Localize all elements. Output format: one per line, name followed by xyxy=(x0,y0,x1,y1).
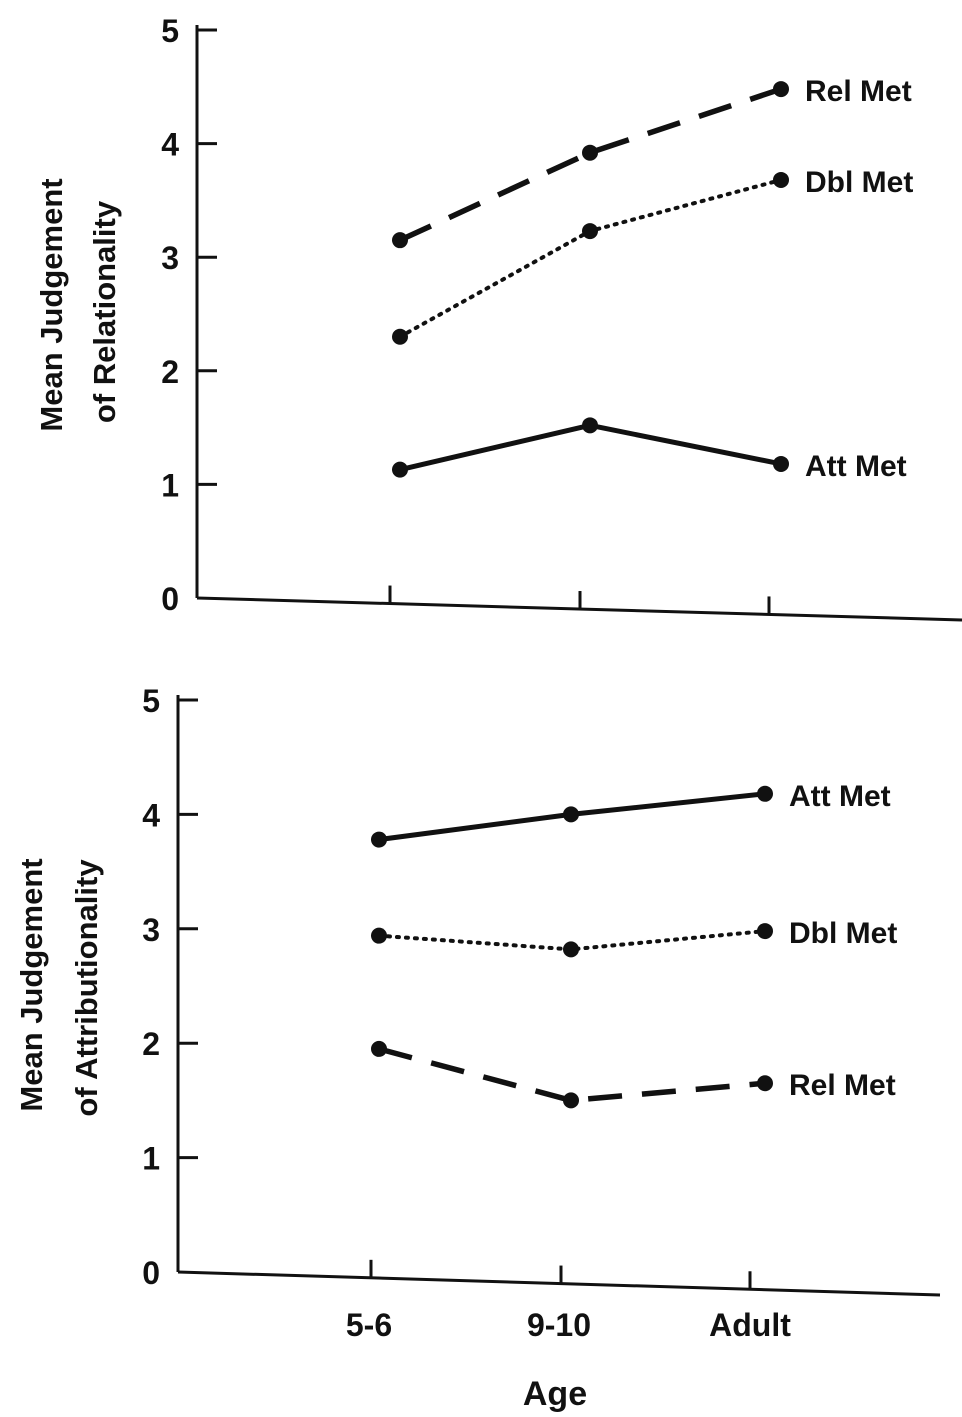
attributionality-series: Att Met Dbl Met Rel Met xyxy=(371,780,897,1109)
series-line-dbl-met xyxy=(398,177,783,339)
relationality-y-tick-label: 1 xyxy=(161,467,179,503)
data-point-rel-met-adult xyxy=(757,1075,773,1092)
attributionality-panel: 0 1 2 3 4 5 5-6 9-10 Adult Att Met Dbl Met Rel Me… xyxy=(14,683,941,1413)
x-axis-label: Age xyxy=(523,1375,587,1413)
series-rel-met: Rel Met xyxy=(371,1040,896,1109)
data-point-dbl-met-5-6 xyxy=(392,328,408,345)
series-label-att-met: Att Met xyxy=(789,780,891,813)
relationality-y-tick-label: 4 xyxy=(161,127,179,163)
attributionality-y-tick-label: 1 xyxy=(142,1141,160,1177)
series-label-dbl-met: Dbl Met xyxy=(789,917,897,950)
attributionality-x-tick-label: Adult xyxy=(709,1307,791,1343)
data-point-att-met-5-6 xyxy=(392,461,408,478)
series-line-rel-met xyxy=(398,86,782,243)
data-point-dbl-met-adult xyxy=(757,923,773,940)
series-dbl-met: Dbl Met xyxy=(392,166,913,345)
attributionality-y-label-line-2: of Attributionality xyxy=(69,859,104,1117)
data-point-att-met-adult xyxy=(773,455,789,472)
attributionality-x-axis xyxy=(177,1270,941,1297)
data-point-att-met-9-10 xyxy=(563,806,579,823)
data-point-dbl-met-5-6 xyxy=(371,927,387,944)
data-point-rel-met-5-6 xyxy=(371,1040,387,1057)
series-label-rel-met: Rel Met xyxy=(805,75,912,108)
attributionality-x-tick-label: 9-10 xyxy=(527,1307,591,1343)
relationality-y-label-line-2: of Relationality xyxy=(87,200,122,423)
data-point-dbl-met-9-10 xyxy=(582,223,598,240)
attributionality-y-tick-label: 2 xyxy=(142,1026,160,1062)
data-point-rel-met-adult xyxy=(773,81,789,98)
data-point-dbl-met-9-10 xyxy=(563,941,579,958)
relationality-y-label-line-1: Mean Judgement xyxy=(34,178,69,431)
attributionality-x-tick-labels: 5-6 9-10 Adult xyxy=(346,1307,791,1343)
series-att-met: Att Met xyxy=(392,417,907,483)
relationality-y-tick-labels: 0 1 2 3 4 5 xyxy=(161,13,179,617)
attributionality-y-tick-label: 3 xyxy=(142,912,160,948)
relationality-y-tick-label: 3 xyxy=(161,240,179,276)
series-dbl-met: Dbl Met xyxy=(371,917,897,958)
data-point-rel-met-5-6 xyxy=(392,232,408,249)
data-point-rel-met-9-10 xyxy=(563,1092,579,1109)
data-point-att-met-9-10 xyxy=(582,417,598,434)
relationality-y-tick-label: 5 xyxy=(161,13,179,49)
attributionality-y-tick-label: 4 xyxy=(142,797,160,833)
relationality-series: Rel Met Dbl Met Att Met xyxy=(392,75,913,483)
series-label-rel-met: Rel Met xyxy=(789,1069,896,1102)
attributionality-y-tick-label: 5 xyxy=(142,683,160,719)
series-rel-met: Rel Met xyxy=(392,75,912,249)
relationality-y-tick-label: 0 xyxy=(161,581,179,617)
relationality-axes xyxy=(195,25,962,622)
series-label-dbl-met: Dbl Met xyxy=(805,166,913,199)
series-label-att-met: Att Met xyxy=(805,450,907,483)
relationality-panel: 0 1 2 3 4 5 Rel Met Dbl Met Att Met Mean Judgem… xyxy=(34,13,962,622)
data-point-att-met-5-6 xyxy=(371,831,387,848)
data-point-rel-met-9-10 xyxy=(582,144,598,161)
data-point-dbl-met-adult xyxy=(773,171,789,188)
attributionality-y-tick-labels: 0 1 2 3 4 5 xyxy=(142,683,160,1291)
attributionality-axes xyxy=(176,695,941,1297)
attributionality-y-tick-label: 0 xyxy=(142,1255,160,1291)
series-line-rel-met xyxy=(378,1046,766,1104)
series-att-met: Att Met xyxy=(371,780,891,848)
attributionality-y-label-line-1: Mean Judgement xyxy=(14,858,49,1111)
data-point-att-met-adult xyxy=(757,785,773,802)
attributionality-x-tick-label: 5-6 xyxy=(346,1307,392,1343)
relationality-y-tick-label: 2 xyxy=(161,354,179,390)
